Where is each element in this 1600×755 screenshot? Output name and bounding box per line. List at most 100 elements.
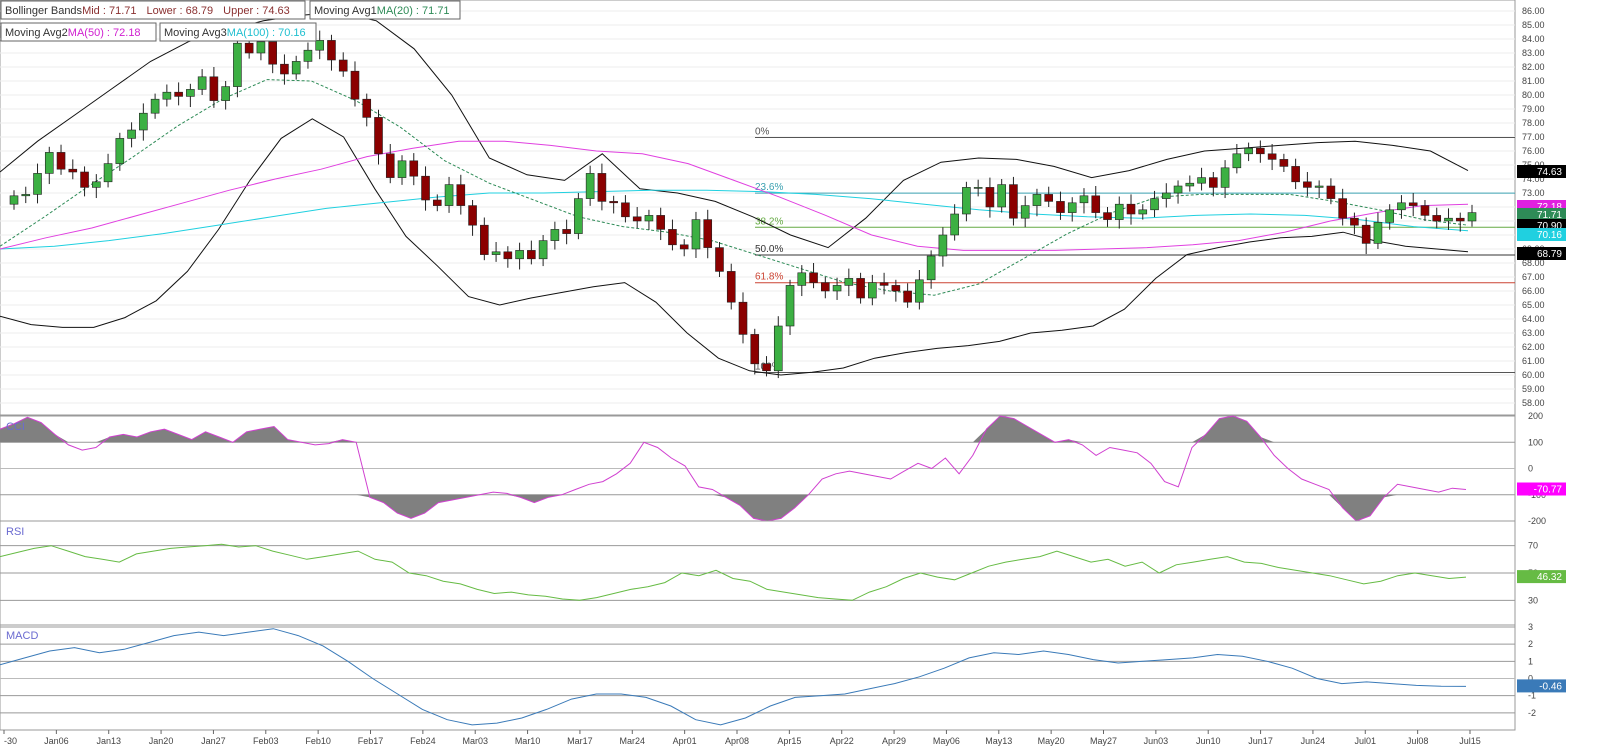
candlestick	[1197, 167, 1206, 191]
price-tick-label: 77.00	[1522, 132, 1545, 142]
price-label-text: 70.16	[1537, 230, 1562, 241]
candlestick	[68, 159, 78, 180]
x-tick-label: Jan20	[149, 736, 174, 746]
candlestick	[103, 153, 113, 188]
legend-ma2[interactable]: Moving Avg2MA(50) : 72.18	[0, 22, 157, 42]
x-tick-label: May20	[1038, 736, 1065, 746]
price-tick-label: 85.00	[1522, 20, 1545, 30]
price-label-text: 68.79	[1537, 249, 1562, 260]
candle-body-down	[385, 153, 395, 178]
candlestick	[1397, 195, 1406, 219]
x-tick-label: Mar03	[462, 736, 488, 746]
fibonacci-retracement: 0%23.6%38.2%50.0%61.8%100%	[755, 127, 1515, 373]
candlestick	[738, 292, 748, 344]
candlestick	[327, 34, 336, 71]
candlestick	[1279, 153, 1289, 172]
panel-tick-label: -1	[1528, 691, 1536, 701]
candle-body-up	[515, 250, 524, 260]
candle-body-up	[1173, 185, 1183, 194]
candlesticks	[9, 30, 1477, 379]
candle-body-up	[291, 61, 301, 75]
candlestick	[950, 204, 959, 241]
candle-body-up	[538, 240, 548, 260]
candle-body-down	[456, 184, 466, 206]
candle-body-down	[1338, 198, 1347, 219]
x-tick-label: Feb24	[410, 736, 436, 746]
candle-body-down	[174, 91, 183, 97]
candle-body-up	[1185, 182, 1195, 187]
price-label-text: 70.90	[1537, 221, 1562, 232]
candlestick	[315, 30, 325, 60]
candlestick	[21, 186, 31, 204]
candle-body-up	[491, 251, 501, 255]
candle-body-down	[703, 219, 713, 248]
indicator-line	[0, 415, 1467, 522]
indicator-tag-text: -0.46	[1539, 681, 1562, 692]
candle-body-up	[127, 129, 136, 139]
candlestick	[1173, 180, 1183, 204]
candle-body-up	[44, 152, 54, 174]
candlestick	[303, 42, 313, 69]
candlestick	[1091, 186, 1101, 219]
candlestick	[374, 109, 383, 165]
panel-tick-label: 0	[1528, 464, 1533, 474]
price-tick-label: 58.00	[1522, 398, 1545, 408]
indicator-tag-text: 46.32	[1537, 572, 1562, 583]
candle-body-down	[1267, 153, 1277, 160]
candlestick	[468, 200, 477, 236]
candlestick	[797, 265, 807, 297]
candlestick	[1455, 212, 1465, 232]
candlestick	[1338, 188, 1347, 226]
candlestick	[985, 177, 995, 218]
price-panel: 58.00 59.00 60.00 61.00 62.00 63.00 64.00 65.00…	[0, 0, 1566, 416]
legend-ma3[interactable]: Moving Avg3MA(100) : 70.16	[159, 22, 317, 42]
candle-body-up	[1385, 209, 1394, 223]
candlestick	[44, 146, 54, 185]
fib-level-label: 23.6%	[755, 182, 783, 193]
indicator-tag-bg	[1517, 679, 1566, 693]
svg-text:Moving Avg1MA(20) : 71.71: Moving Avg1MA(20) : 71.71	[314, 5, 450, 17]
price-tick-label: 59.00	[1522, 384, 1545, 394]
candlestick	[1385, 204, 1394, 230]
candle-body-up	[1197, 177, 1206, 184]
price-label-tag: 70.16	[1517, 228, 1566, 241]
candlestick	[1361, 217, 1371, 255]
cci-oversold-fill	[0, 494, 1466, 521]
candlestick	[56, 144, 66, 175]
candlestick	[197, 69, 207, 95]
candlestick	[527, 240, 536, 265]
macd-panel: 3 2 1 0 -1 -2 -0.46 MACD	[0, 622, 1566, 731]
candlestick	[632, 207, 642, 229]
x-tick-label: Jun17	[1248, 736, 1273, 746]
candle-body-down	[480, 224, 489, 255]
candlestick	[1420, 200, 1430, 221]
price-label-text: 71.71	[1537, 210, 1562, 221]
candlestick	[1126, 194, 1136, 225]
candle-body-down	[1056, 201, 1065, 213]
candle-body-down	[1209, 177, 1218, 188]
candle-body-up	[1114, 203, 1124, 220]
candlestick	[1244, 142, 1253, 162]
cci-title: CCI	[6, 421, 25, 433]
candle-body-up	[644, 215, 654, 222]
candlestick	[280, 54, 289, 85]
x-tick-label: Jan27	[201, 736, 226, 746]
price-tick-label: 68.00	[1522, 258, 1545, 268]
legend-bollinger[interactable]: Bollinger BandsMid : 71.71 Lower : 68.79 U…	[0, 0, 306, 20]
candle-body-down	[209, 76, 219, 101]
candle-body-up	[197, 76, 207, 90]
candle-body-up	[1079, 195, 1089, 204]
price-tick-label: 78.00	[1522, 118, 1545, 128]
candle-body-down	[503, 251, 513, 260]
x-tick-label: Mar17	[567, 736, 593, 746]
candle-body-up	[844, 278, 854, 286]
candlestick	[115, 132, 125, 171]
candle-body-down	[656, 215, 665, 230]
svg-text:Moving Avg2MA(50) : 72.18: Moving Avg2MA(50) : 72.18	[5, 27, 141, 39]
candle-body-up	[1373, 222, 1383, 244]
candle-body-down	[268, 41, 277, 65]
legend-ma1[interactable]: Moving Avg1MA(20) : 71.71	[309, 0, 461, 20]
candlestick	[421, 166, 430, 211]
candlestick	[1256, 140, 1265, 163]
